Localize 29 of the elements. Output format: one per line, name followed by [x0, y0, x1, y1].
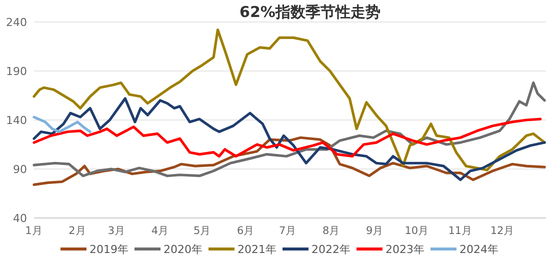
y-tick-label: 240	[6, 16, 27, 29]
line-series	[32, 81, 546, 178]
x-tick-label: 6月	[236, 225, 255, 237]
legend-label: 2023年	[386, 243, 424, 256]
y-tick-label: 190	[6, 65, 27, 78]
legend-label: 2021年	[238, 243, 276, 256]
x-tick-label: 3月	[108, 225, 126, 237]
y-tick-label: 140	[6, 114, 27, 127]
x-tick-label: 8月	[322, 225, 340, 237]
x-tick-label: 10月	[404, 225, 430, 237]
line-series	[32, 97, 546, 182]
x-tick-label: 12月	[490, 225, 515, 237]
legend-label: 2024年	[460, 243, 498, 256]
x-tick-label: 5月	[193, 225, 212, 237]
x-tick-label: 1月	[25, 225, 43, 237]
line-series	[32, 118, 542, 158]
legend-label: 2019年	[90, 243, 128, 256]
legend-label: 2020年	[164, 243, 202, 256]
line-series	[32, 28, 546, 172]
y-tick-label: 90	[13, 163, 27, 176]
x-tick-label: 7月	[279, 225, 297, 237]
x-tick-label: 4月	[151, 225, 170, 237]
x-tick-label: 9月	[366, 225, 384, 237]
legend-label: 2022年	[312, 243, 350, 256]
y-tick-label: 40	[13, 212, 27, 225]
x-tick-label: 11月	[448, 225, 473, 237]
x-tick-label: 2月	[68, 225, 86, 237]
chart-title: 62%指数季节性走势	[240, 3, 380, 21]
line-series	[32, 116, 92, 134]
